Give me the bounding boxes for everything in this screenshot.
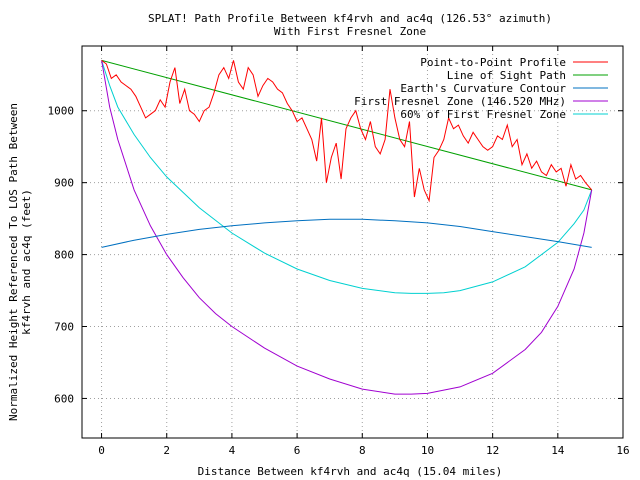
x-tick-label: 0 bbox=[98, 444, 105, 457]
x-tick-label: 8 bbox=[359, 444, 366, 457]
y-tick-label: 700 bbox=[54, 321, 74, 334]
plot-frame bbox=[81, 45, 624, 439]
series-line-earth-s-curvature-contour bbox=[101, 218, 592, 248]
legend-label-first-fresnel-zone-146-520-mhz: First Fresnel Zone (146.520 MHz) bbox=[354, 95, 566, 108]
legend-label-earth-s-curvature-contour: Earth's Curvature Contour bbox=[400, 82, 566, 95]
series-line-line-of-sight-path bbox=[101, 59, 592, 191]
x-tick-label: 14 bbox=[551, 444, 565, 457]
x-tick-label: 12 bbox=[486, 444, 499, 457]
chart-subtitle: With First Fresnel Zone bbox=[274, 25, 426, 38]
chart-title: SPLAT! Path Profile Between kf4rvh and a… bbox=[148, 12, 552, 25]
series-line-60-of-first-fresnel-zone bbox=[101, 60, 593, 294]
x-tick-label: 16 bbox=[616, 444, 629, 457]
legend-label-point-to-point-profile: Point-to-Point Profile bbox=[420, 56, 566, 69]
y-tick-label: 600 bbox=[54, 392, 74, 405]
legend-label-line-of-sight-path: Line of Sight Path bbox=[447, 69, 566, 82]
legend-label-60-of-first-fresnel-zone: 60% of First Fresnel Zone bbox=[400, 108, 566, 121]
series-line-point-to-point-profile bbox=[101, 60, 593, 203]
x-tick-label: 4 bbox=[229, 444, 236, 457]
axis-ticks: 0 2 4 6 8 10 12 14 16 600 700 800 900 1000 bbox=[48, 46, 630, 457]
x-tick-label: 10 bbox=[421, 444, 434, 457]
y-axis-label-line2: kf4rvh and ac4q (feet) bbox=[20, 189, 33, 335]
x-axis-label: Distance Between kf4rvh and ac4q (15.04 … bbox=[198, 465, 503, 478]
x-tick-label: 6 bbox=[294, 444, 301, 457]
series-layer bbox=[101, 59, 593, 395]
x-tick-label: 2 bbox=[163, 444, 170, 457]
y-tick-label: 800 bbox=[54, 249, 74, 262]
series-line-first-fresnel-zone-146-520-mhz bbox=[101, 60, 593, 395]
y-tick-label: 1000 bbox=[48, 105, 75, 118]
y-tick-label: 900 bbox=[54, 177, 74, 190]
y-axis-label-line1: Normalized Height Referenced To LOS Path… bbox=[7, 103, 20, 421]
